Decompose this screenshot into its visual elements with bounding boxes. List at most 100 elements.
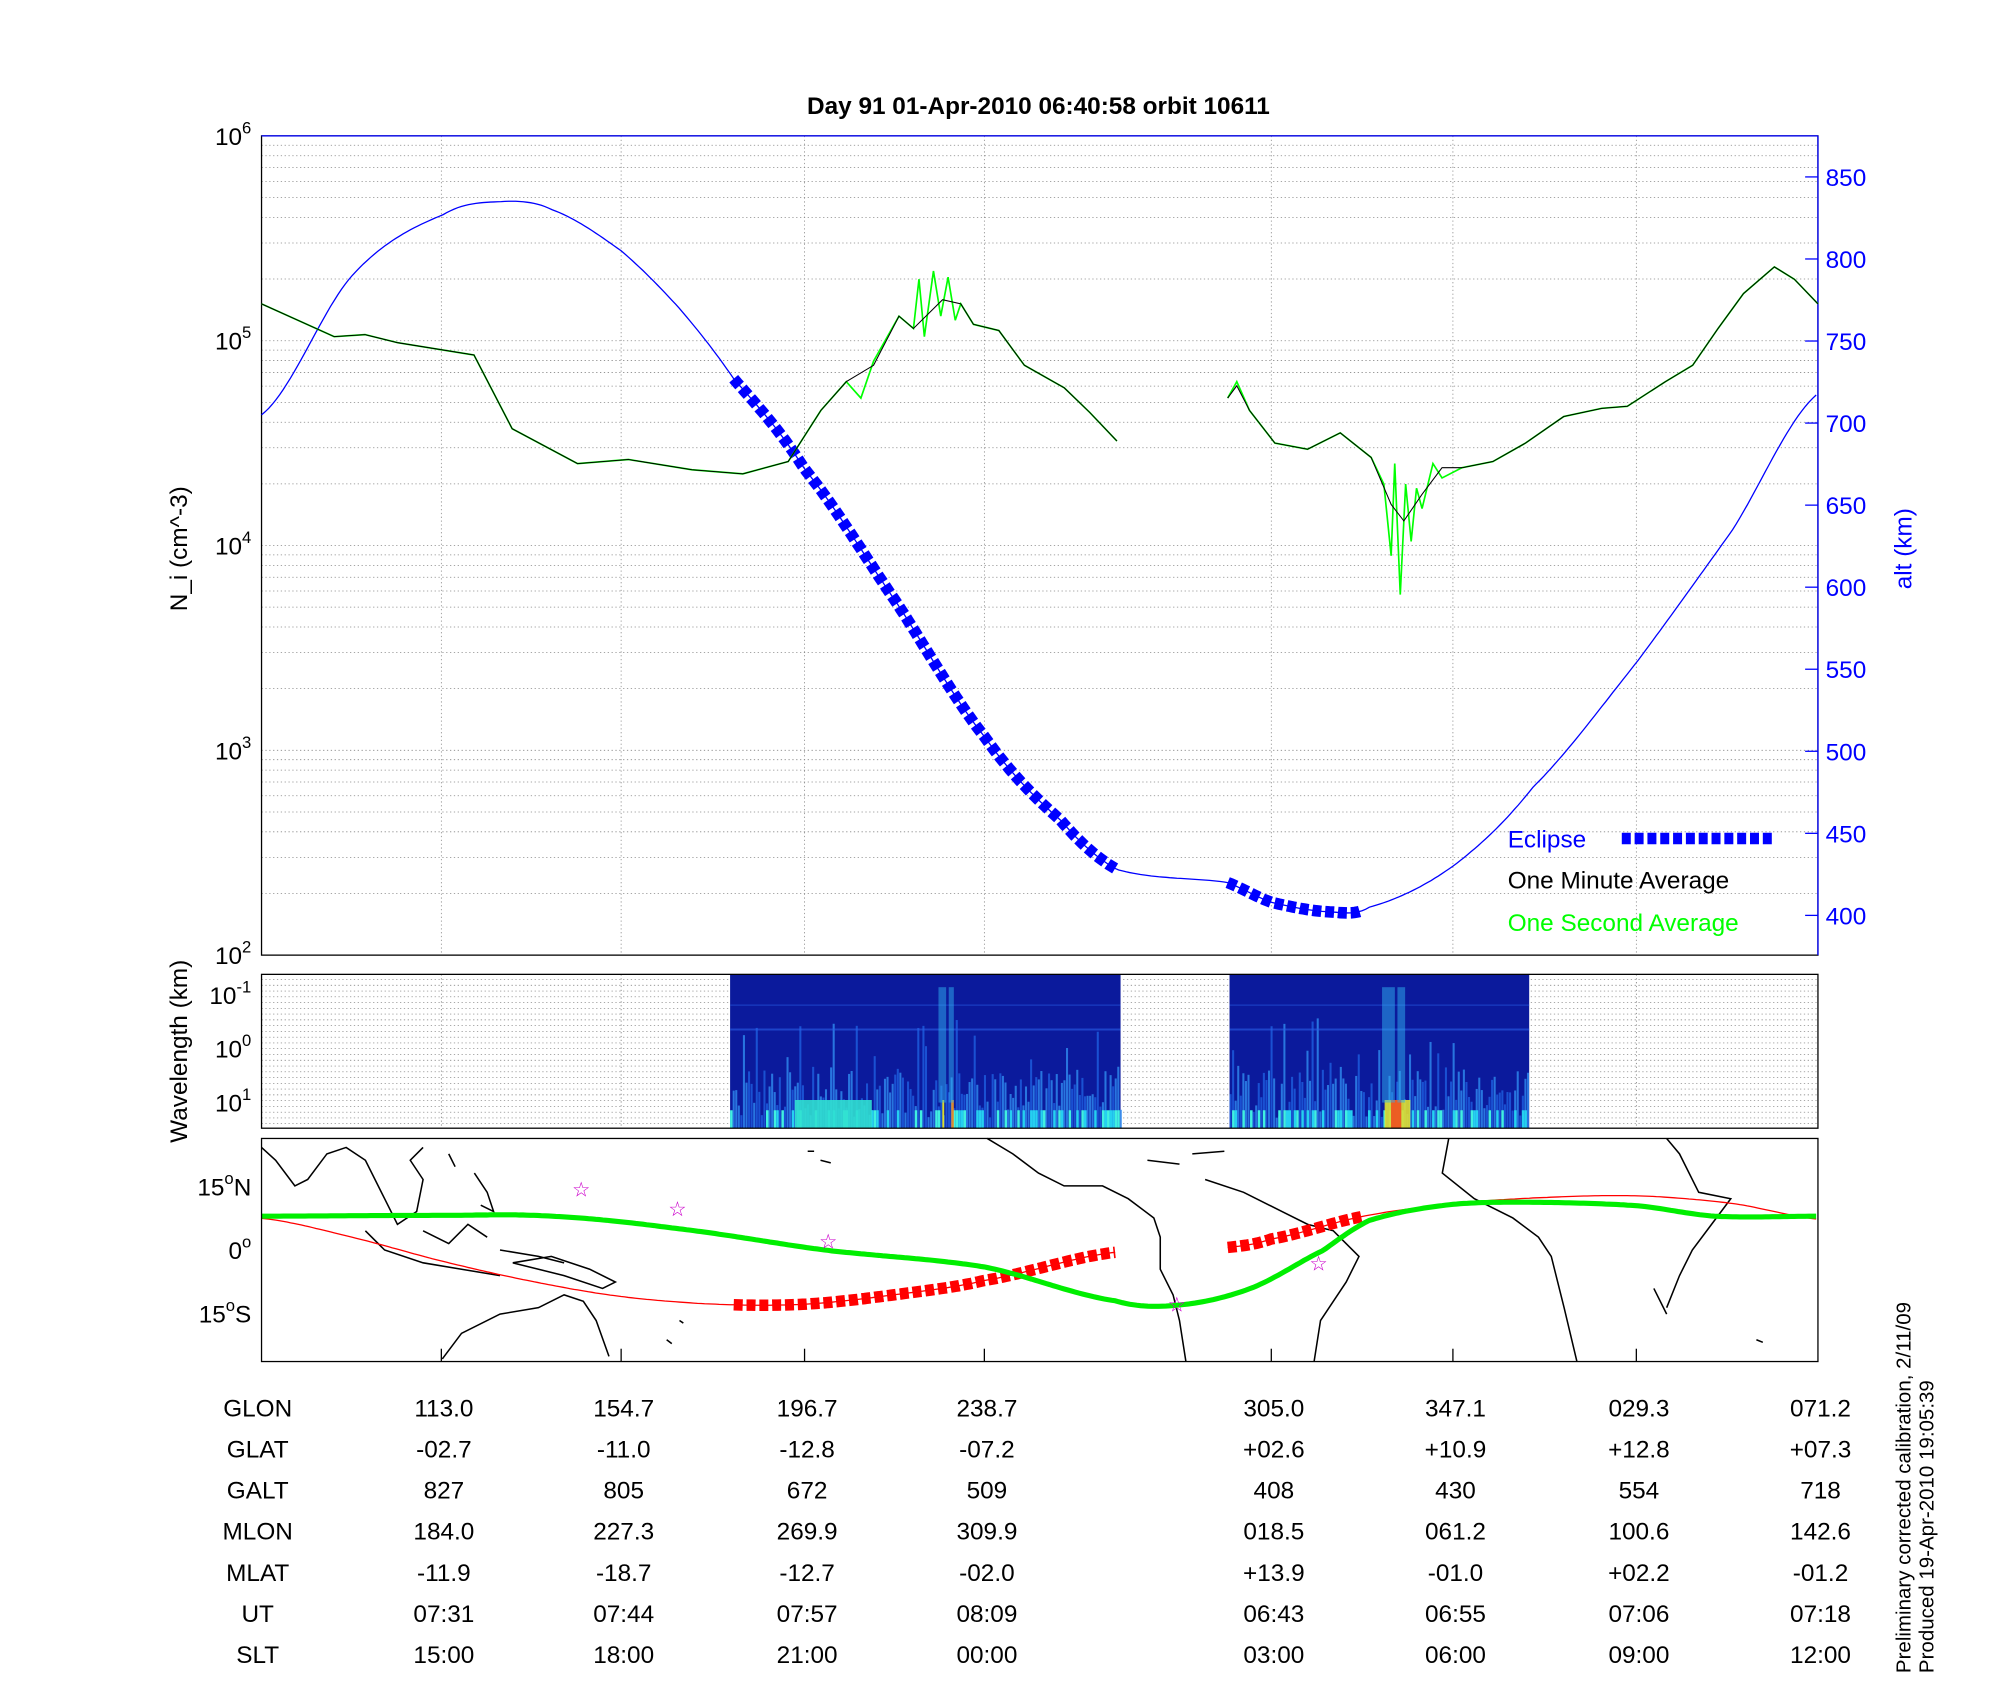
spectrogram-streak [1511, 1110, 1514, 1129]
spectrogram-streak [1501, 1090, 1504, 1129]
spectrogram-streak [945, 1084, 948, 1129]
spectrogram-streak [1470, 1110, 1474, 1129]
spectrogram-streak [1321, 1110, 1325, 1129]
spectrogram-streak [973, 1035, 976, 1129]
spectrogram-streak [1409, 1054, 1412, 1129]
altitude-tick-label: 800 [1826, 247, 1867, 274]
spectrogram-streak [1365, 1116, 1368, 1129]
spectrogram-streak [1421, 1081, 1424, 1129]
altitude-tick-label: 650 [1826, 493, 1867, 520]
spectrogram-streak [986, 1101, 989, 1129]
spectrogram-streak [748, 1071, 751, 1129]
spectrogram-streak [1035, 1110, 1038, 1129]
coast-philippines [448, 1153, 495, 1214]
spectrogram-streak [940, 1085, 943, 1129]
spectrogram-streak [1467, 1096, 1471, 1129]
top-grid [261, 135, 1818, 956]
spectrogram-streak [1094, 1110, 1097, 1129]
table-cell: -01.2 [1793, 1560, 1849, 1587]
spectrogram-streak [773, 1110, 777, 1129]
spectrogram-streak [927, 1117, 930, 1129]
spectrogram-streak [830, 1067, 833, 1129]
spectrogram-streak [1519, 1115, 1522, 1129]
spectrogram-streak [1339, 1110, 1343, 1129]
spectrogram-streak [878, 1085, 881, 1129]
one-minute-average-line [1227, 266, 1819, 522]
coast-australia [441, 1294, 610, 1360]
table-cell: 827 [424, 1478, 465, 1505]
table-cell: 12:00 [1790, 1642, 1851, 1669]
spectrogram-streak [740, 1115, 743, 1129]
table-cell: 06:00 [1425, 1642, 1486, 1669]
table-cell: 07:18 [1790, 1601, 1851, 1628]
spectrogram-streak [1334, 1110, 1338, 1129]
spectrogram-streak [1293, 1110, 1297, 1129]
spectrogram-streak [1334, 1078, 1337, 1129]
spectrogram-streak [871, 1110, 874, 1129]
spectrogram-streak [1288, 1110, 1292, 1129]
spectrogram-streak [1255, 1105, 1258, 1129]
table-cell: 805 [603, 1478, 644, 1505]
spectrogram-streak [1460, 1110, 1463, 1129]
spectrogram-streak [919, 1110, 923, 1129]
density-tick-label: 103 [215, 733, 251, 766]
table-cell: 08:09 [956, 1601, 1017, 1628]
spectrogram-streak [955, 1020, 958, 1129]
spectrogram-streak [948, 1092, 951, 1129]
table-cell: +13.9 [1243, 1560, 1305, 1587]
spectrogram-streak [958, 1073, 961, 1129]
figure-title: Day 91 01-Apr-2010 06:40:58 orbit 10611 [807, 93, 1270, 120]
spectrogram-streak [1337, 1110, 1340, 1129]
eclipse-segment [729, 374, 1119, 874]
spectrogram-streak [894, 1074, 897, 1129]
spectrogram-streak [1035, 1077, 1038, 1129]
spectrogram-streak [1375, 1110, 1379, 1129]
spectrogram-streak [1526, 1072, 1530, 1129]
spectrogram-streak [758, 1091, 761, 1129]
spectrogram-streak [1017, 1110, 1020, 1129]
table-cell: -11.9 [417, 1560, 471, 1587]
legend-second-label: One Second Average [1508, 910, 1739, 937]
spectrogram-streak [1380, 1116, 1383, 1129]
spectrogram-streak [1050, 1080, 1053, 1129]
spectrogram-streak [989, 1117, 992, 1129]
spectrogram-streak [1096, 1031, 1099, 1129]
spectrogram-streak [1352, 1115, 1355, 1129]
spectrogram-streak [1007, 1109, 1010, 1129]
spectrogram-streak [1068, 1074, 1071, 1129]
table-row-label: GLAT [227, 1437, 289, 1464]
spectrogram-hotspot [1391, 1100, 1402, 1129]
table-cell: 509 [967, 1478, 1008, 1505]
spectrogram-streak [1032, 1110, 1036, 1129]
spectrogram-streak [1506, 1092, 1509, 1129]
spectrogram-streak [976, 1084, 979, 1129]
spectrogram-streak [1437, 1110, 1440, 1129]
star-marker: ☆ [819, 1230, 837, 1253]
table-cell: 21:00 [777, 1642, 838, 1669]
spectrogram-streak [1060, 1110, 1064, 1129]
eclipse-segment [1225, 877, 1364, 919]
spectrogram-streak [742, 1035, 745, 1129]
spectrogram-streak [907, 1081, 910, 1129]
spectrogram-streak [1009, 1110, 1013, 1129]
table-cell: 07:44 [593, 1601, 654, 1628]
spectrogram-streak [773, 1092, 776, 1129]
spectrogram-streak [1503, 1104, 1506, 1129]
spectrogram-streak [1452, 1043, 1455, 1129]
spectrogram-streak [1306, 1050, 1309, 1129]
spectrogram-streak [965, 1093, 969, 1129]
ground-track-line [1227, 1195, 1817, 1249]
spectrogram-streak [763, 1070, 766, 1129]
spectrogram-streak [963, 1110, 966, 1129]
spectrogram-streak [1355, 1075, 1358, 1129]
spectrogram-streak [1347, 1110, 1351, 1129]
table-cell: +12.8 [1608, 1437, 1670, 1464]
spectrogram-streak [1291, 1076, 1294, 1129]
spectrogram-streak [1024, 1086, 1028, 1129]
table-cell: 154.7 [593, 1396, 654, 1423]
spectrogram-streak [1329, 1062, 1332, 1129]
spectrogram-streak [1058, 1110, 1061, 1129]
table-cell: -07.2 [959, 1437, 1014, 1464]
spectrogram-streak [1237, 1065, 1240, 1129]
spectrogram-streak [1117, 1110, 1120, 1129]
